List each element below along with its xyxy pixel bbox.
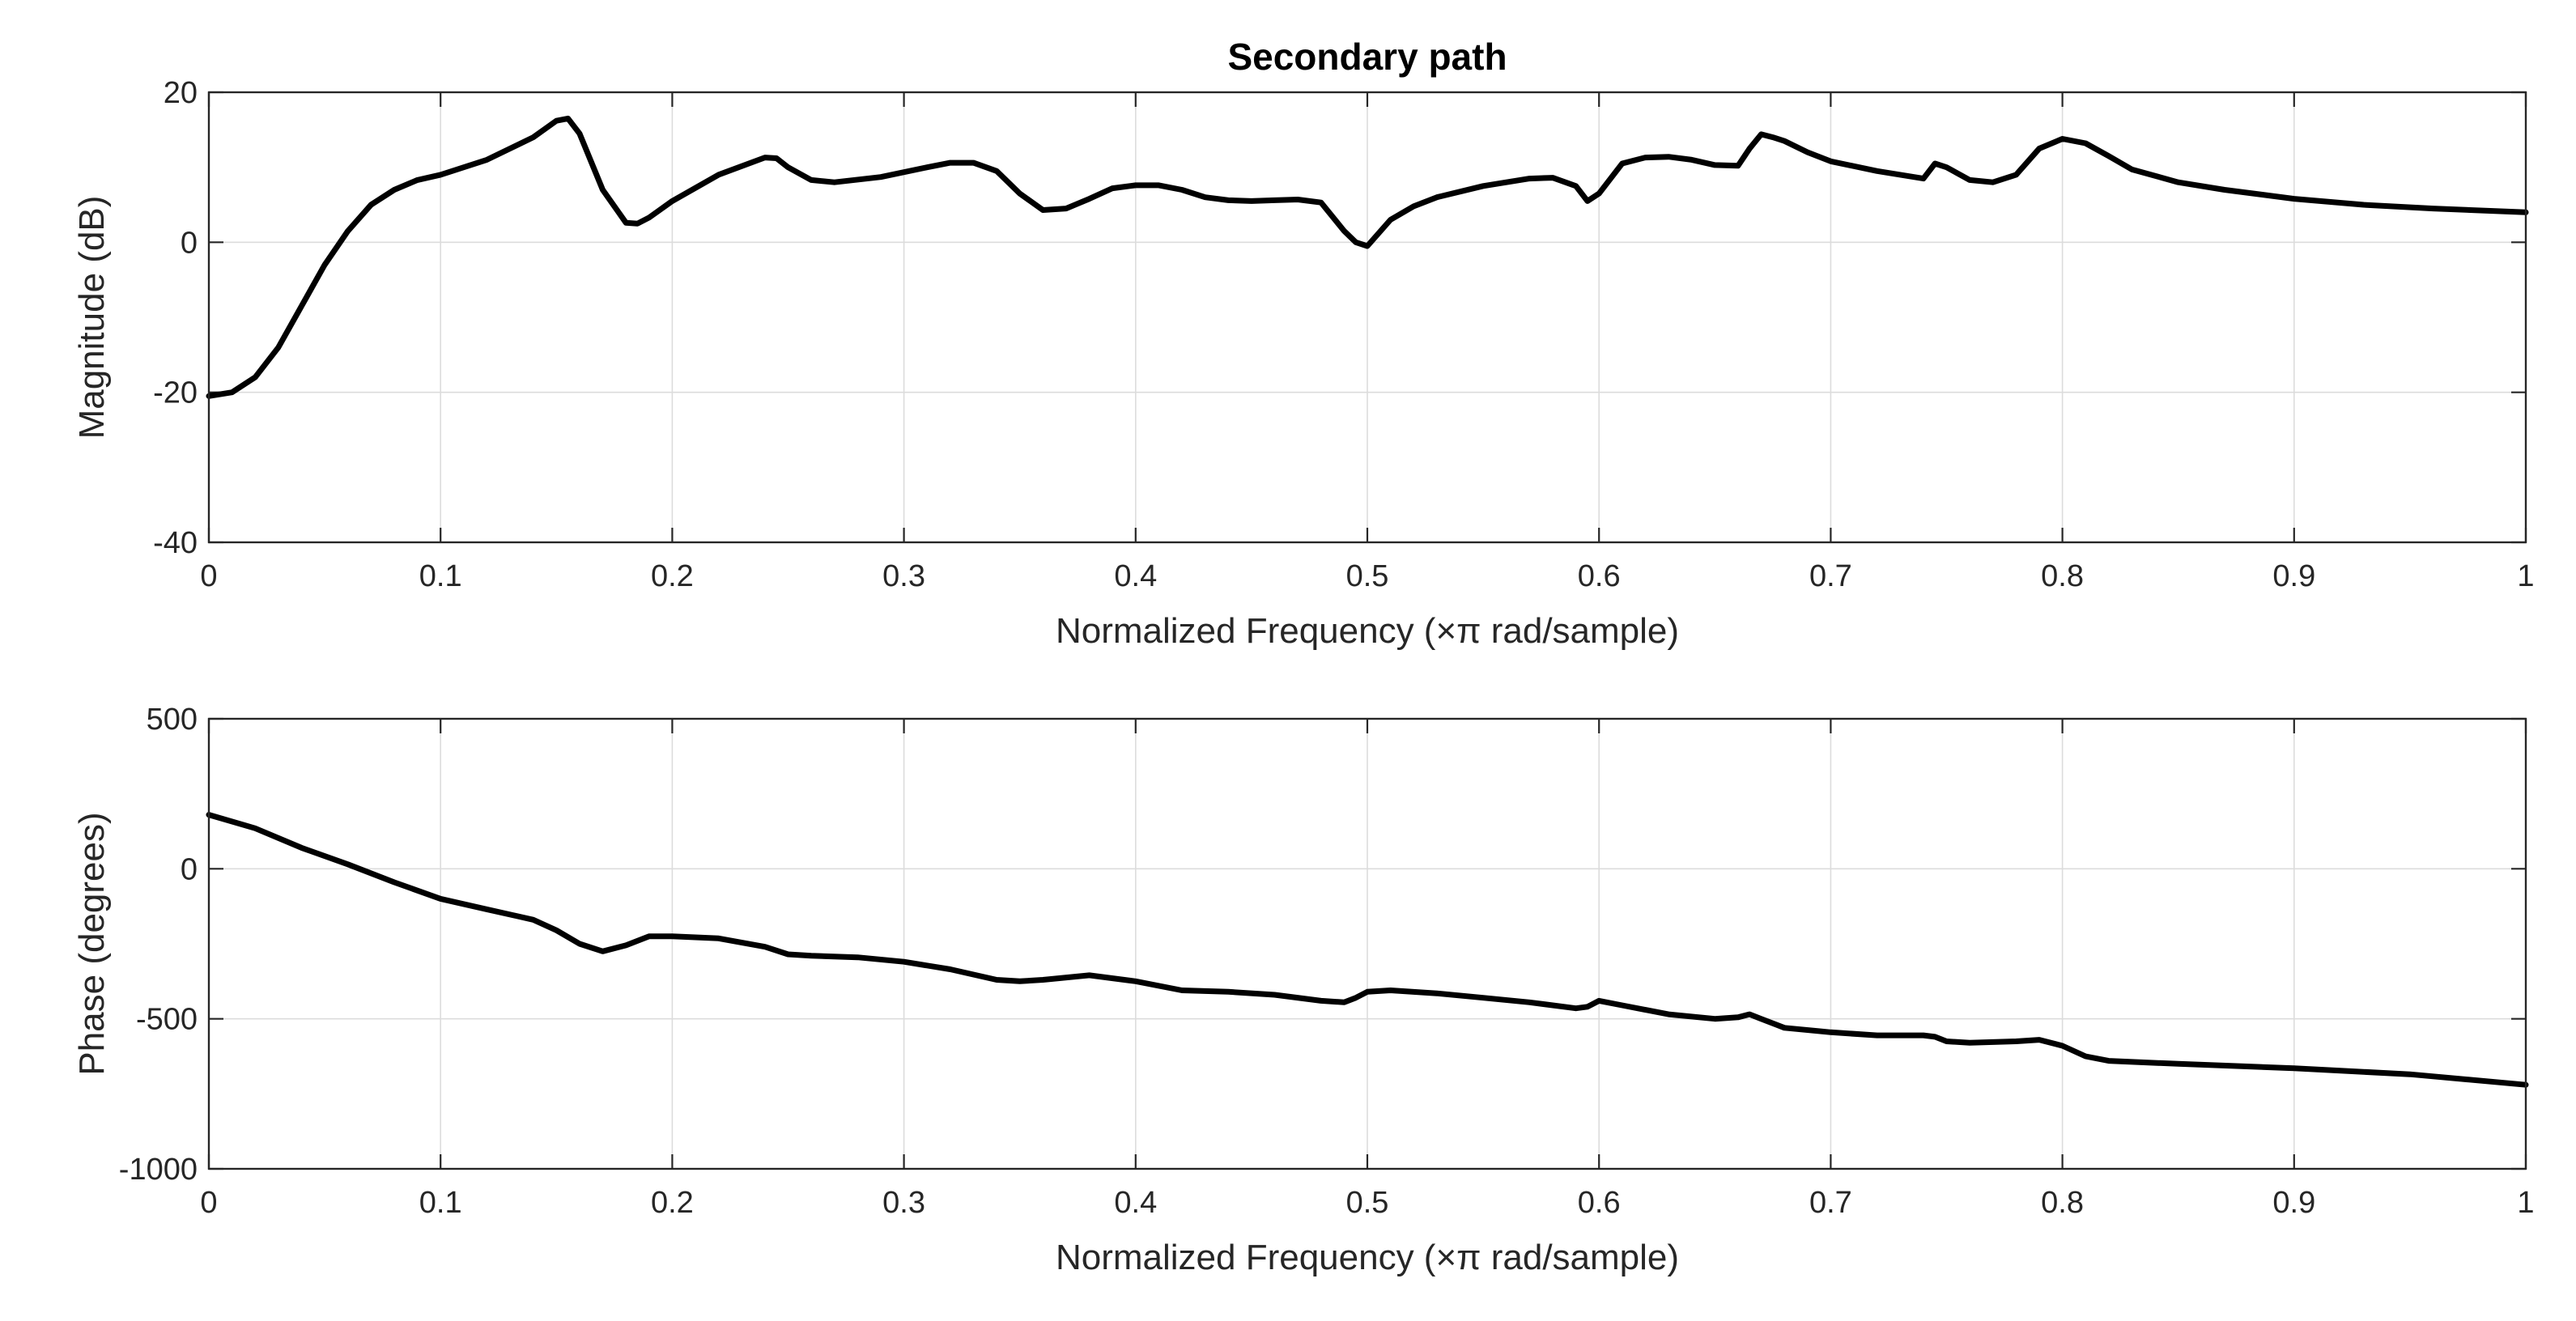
phase-x-tick-label: 0.5 — [1346, 1186, 1389, 1220]
phase-series-line — [206, 812, 2529, 1088]
phase-axes-frame — [207, 717, 2527, 1170]
magnitude-y-axis-label: Magnitude (dB) — [72, 196, 112, 440]
phase-y-tick-label: 500 — [147, 703, 198, 737]
phase-x-tick-label: 0.8 — [2041, 1186, 2084, 1220]
chart-title: Secondary path — [1227, 36, 1507, 78]
magnitude-axes: 0 0.1 0.2 0.3 0.4 0.5 0.6 0.7 0.8 0.9 1 -40 -20 0 20 S… — [72, 36, 2535, 651]
magnitude-x-tick-label: 0.8 — [2041, 559, 2084, 593]
magnitude-x-tick-label: 0.6 — [1578, 559, 1621, 593]
phase-x-tick-label: 0.9 — [2272, 1186, 2315, 1220]
phase-x-axis-label: Normalized Frequency (×π rad/sample) — [1056, 1238, 1679, 1277]
phase-x-tick-label: 1 — [2517, 1186, 2534, 1220]
magnitude-x-tick-label: 0.9 — [2272, 559, 2315, 593]
magnitude-x-tick-label: 1 — [2517, 559, 2534, 593]
phase-x-tick-label: 0.2 — [651, 1186, 694, 1220]
magnitude-x-tick-label: 0.7 — [1809, 559, 1852, 593]
magnitude-x-axis-label: Normalized Frequency (×π rad/sample) — [1056, 611, 1679, 651]
magnitude-series-line — [206, 115, 2529, 399]
phase-y-tick-label: -500 — [136, 1003, 198, 1037]
magnitude-y-tick-label: 20 — [164, 76, 198, 110]
magnitude-y-tick-label: 0 — [181, 226, 198, 260]
phase-x-tick-label: 0.4 — [1114, 1186, 1157, 1220]
magnitude-axes-frame — [207, 91, 2527, 544]
phase-y-axis-label: Phase (degrees) — [72, 812, 112, 1075]
magnitude-x-tick-label: 0.2 — [651, 559, 694, 593]
phase-x-tick-label: 0 — [200, 1186, 217, 1220]
magnitude-y-tick-label: -20 — [153, 376, 198, 410]
phase-x-tick-label: 0.7 — [1809, 1186, 1852, 1220]
magnitude-x-tick-label: 0.1 — [419, 559, 462, 593]
magnitude-x-tick-label: 0.5 — [1346, 559, 1389, 593]
magnitude-y-tick-label: -40 — [153, 526, 198, 560]
magnitude-x-tick-label: 0 — [200, 559, 217, 593]
magnitude-x-tick-label: 0.4 — [1114, 559, 1157, 593]
phase-x-tick-label: 0.6 — [1578, 1186, 1621, 1220]
phase-y-tick-label: -1000 — [119, 1153, 198, 1187]
phase-x-tick-label: 0.1 — [419, 1186, 462, 1220]
phase-y-tick-label: 0 — [181, 852, 198, 886]
phase-axes: 0 0.1 0.2 0.3 0.4 0.5 0.6 0.7 0.8 0.9 1 -1000 -500 0 5… — [72, 703, 2535, 1277]
magnitude-x-tick-label: 0.3 — [882, 559, 925, 593]
phase-x-tick-label: 0.3 — [882, 1186, 925, 1220]
